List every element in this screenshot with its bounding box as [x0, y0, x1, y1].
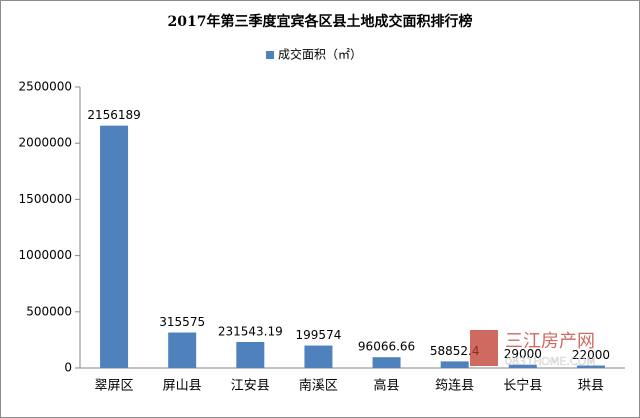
- legend-label: 成交面积（㎡）: [278, 47, 362, 62]
- watermark-logo: [470, 330, 498, 366]
- bar: [100, 125, 129, 369]
- value-label: 199574: [296, 328, 342, 342]
- watermark-name: 三江房产网: [505, 331, 595, 352]
- value-label: 22000: [572, 348, 610, 362]
- watermark: 三江房产网 0831HOME.COM: [470, 330, 596, 368]
- x-tick-label: 南溪区: [299, 378, 338, 394]
- bar: [440, 361, 469, 368]
- bar: [304, 345, 333, 368]
- chart-title: 2017年第三季度宜宾各区县土地成交面积排行榜: [168, 13, 473, 30]
- bar: [236, 341, 265, 368]
- bar: [372, 357, 401, 368]
- value-label: 58852.4: [430, 344, 480, 358]
- y-tick-label: 2500000: [19, 80, 72, 94]
- x-tick-label: 筠连县: [435, 378, 474, 394]
- legend-swatch: [266, 51, 274, 59]
- value-label: 231543.19: [218, 324, 283, 338]
- x-tick-label: 珙县: [578, 379, 604, 394]
- x-tick-label: 江安县: [231, 379, 270, 394]
- x-tick-label: 长宁县: [503, 378, 542, 394]
- x-tick-label: 屏山县: [163, 379, 202, 394]
- y-tick-label: 500000: [26, 304, 72, 318]
- y-tick-label: 2000000: [19, 136, 72, 150]
- watermark-url: 0831HOME.COM: [505, 355, 596, 368]
- x-tick-label: 高县: [374, 378, 400, 394]
- value-label: 315575: [159, 315, 205, 329]
- value-label: 96066.66: [358, 340, 415, 354]
- bar: [168, 332, 197, 368]
- x-tick-label: 翠屏区: [95, 379, 134, 394]
- y-tick-label: 0: [64, 361, 72, 375]
- y-tick-label: 1500000: [19, 192, 72, 206]
- value-label: 29000: [504, 347, 542, 361]
- bar: [508, 364, 537, 368]
- y-tick-label: 1000000: [19, 248, 72, 262]
- value-label: 2156189: [87, 108, 140, 122]
- bar: [576, 365, 605, 368]
